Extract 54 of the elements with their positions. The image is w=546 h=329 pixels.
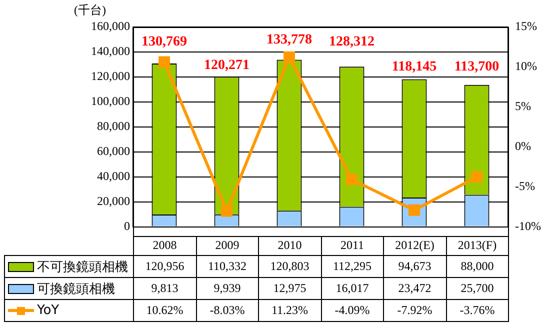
y2-tick-label: 0% — [515, 139, 531, 154]
total-label: 133,778 — [266, 32, 312, 48]
data-label: 16,017 — [320, 277, 384, 300]
data-label: 10.62% — [133, 299, 196, 322]
y2-tick-label: 10% — [515, 59, 537, 74]
y-tick-label: 160,000 — [91, 19, 130, 34]
data-label: -4.09% — [320, 299, 384, 322]
data-label: 12,975 — [258, 277, 322, 300]
legend-label: 可換鏡頭相機 — [37, 280, 115, 298]
y-tick-label: 120,000 — [91, 69, 130, 84]
point — [471, 171, 482, 183]
y-tick-label: 40,000 — [97, 169, 130, 184]
x-tick-label: 2011 — [320, 236, 384, 256]
data-label: 88,000 — [446, 255, 509, 278]
legend-label: YoY — [37, 303, 60, 318]
y-axis-title: (千台) — [74, 3, 106, 18]
data-label: 25,700 — [446, 277, 509, 300]
y2-tick-label: -10% — [515, 218, 541, 233]
data-label: 110,332 — [196, 255, 259, 278]
legend-label: 不可換鏡頭相機 — [37, 258, 128, 276]
data-label: 23,472 — [383, 277, 446, 300]
total-label: 118,145 — [392, 60, 437, 75]
total-label: 120,271 — [204, 58, 250, 74]
x-tick-label: 2009 — [196, 236, 259, 256]
point — [346, 174, 358, 186]
x-tick-label: 2008 — [133, 236, 196, 256]
x-tick-label: 2013(F) — [446, 236, 509, 256]
total-label: 130,769 — [142, 34, 187, 50]
data-label: 94,673 — [383, 255, 446, 278]
data-label: 120,956 — [133, 255, 196, 278]
y2-tick-label: 5% — [515, 99, 531, 114]
y2-tick-label: 15% — [515, 19, 537, 34]
data-label: 9,939 — [196, 277, 259, 300]
data-label: 9,813 — [133, 277, 196, 300]
data-label: 112,295 — [320, 255, 384, 278]
data-label: 120,803 — [258, 255, 322, 278]
point — [158, 56, 170, 68]
y-tick-label: 140,000 — [91, 44, 130, 58]
x-tick-label: 2010 — [258, 236, 322, 256]
data-label: -7.92% — [383, 299, 446, 322]
y-tick-label: 0 — [124, 218, 130, 233]
y-tick-label: 80,000 — [97, 119, 130, 134]
y-tick-label: 60,000 — [97, 144, 130, 158]
data-label: -8.03% — [196, 299, 259, 322]
total-label: 128,312 — [329, 34, 374, 50]
y-tick-label: 20,000 — [97, 194, 130, 208]
data-label: -3.76% — [446, 299, 509, 322]
total-label: 113,700 — [454, 60, 500, 75]
y-tick-label: 100,000 — [91, 94, 130, 108]
data-label: 11.23% — [258, 299, 322, 322]
y2-tick-label: -5% — [515, 178, 535, 193]
point — [284, 51, 295, 63]
x-tick-label: 2012(E) — [383, 236, 446, 256]
point — [221, 205, 232, 217]
